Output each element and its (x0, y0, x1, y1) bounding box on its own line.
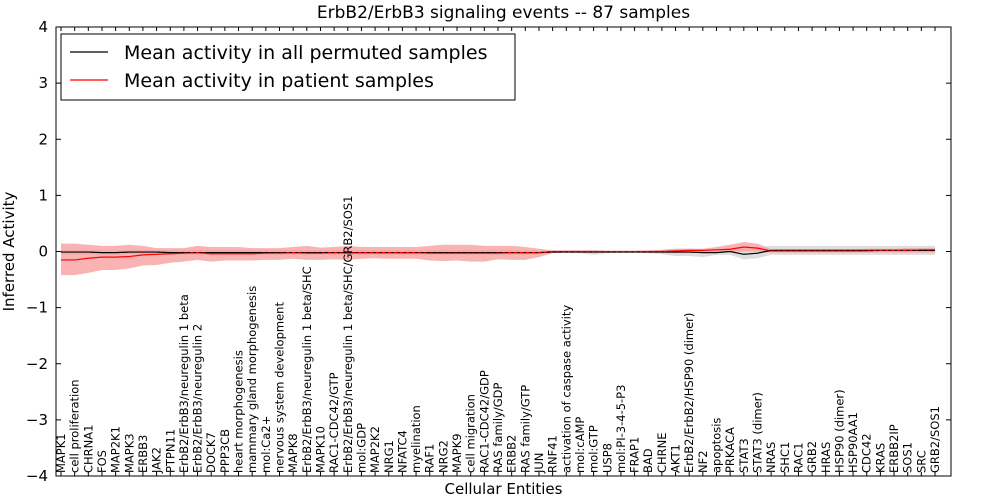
x-tick-label: CHRNE (655, 432, 669, 473)
x-tick-label: NRG2 (436, 440, 450, 473)
y-tick-label: 1 (38, 186, 48, 204)
x-tick-label: GRB2/SOS1 (928, 406, 942, 473)
x-tick-label: NF2 (696, 450, 710, 473)
x-tick-label: SRC (914, 450, 928, 473)
x-tick-label: NRG1 (382, 440, 396, 473)
x-tick-label: ErbB2/ErbB3/neuregulin 2 (191, 324, 205, 473)
x-tick-label: DOCK7 (204, 432, 218, 473)
x-tick-label: FRAP1 (628, 437, 642, 473)
x-tick-label: ErbB2/ErbB3/neuregulin 1 beta/SHC (300, 266, 314, 473)
x-tick-label: ErbB2/ErbB3/neuregulin 1 beta (177, 294, 191, 473)
x-tick-label: RAS family/GDP (491, 383, 505, 473)
x-tick-label: GRB2 (805, 441, 819, 473)
x-axis: MAPK1 cell proliferation CHRNA1 FOS MAP2K1 MA… (54, 27, 942, 476)
x-tick-label: MAPK10 (313, 426, 327, 473)
x-tick-label: MAPK8 (286, 433, 300, 473)
y-tick-label: −4 (26, 467, 48, 485)
x-tick-label: FOS (95, 450, 109, 473)
x-tick-label: ErbB2/ErbB2/HSP90 (dimer) (682, 313, 696, 473)
band-layer (61, 241, 935, 276)
y-tick-label: −1 (26, 299, 48, 317)
x-tick-label: mol:cAMP (573, 417, 587, 473)
x-tick-label: BAD (641, 448, 655, 473)
x-tick-label: KRAS (873, 443, 887, 473)
x-tick-label: PPP3CB (218, 429, 232, 473)
x-tick-label: ERBB3 (136, 435, 150, 473)
x-tick-label: JAK2 (150, 447, 164, 474)
legend: Mean activity in all permuted samples Me… (60, 33, 516, 101)
x-tick-label: mol:PI-3-4-5-P3 (614, 385, 628, 473)
x-tick-label: NRAS (764, 442, 778, 473)
x-tick-label: MAPK3 (122, 433, 136, 473)
legend-label-permuted: Mean activity in all permuted samples (124, 42, 487, 64)
x-tick-label: nervous system development (273, 302, 287, 473)
x-tick-label: USP8 (600, 443, 614, 473)
y-axis-title: Inferred Activity (0, 191, 18, 311)
x-tick-label: ERBB2IP (887, 424, 901, 473)
series-line-patient (61, 246, 935, 261)
y-tick-label: −3 (26, 411, 48, 429)
y-tick-label: 3 (38, 74, 48, 92)
x-tick-label: JUN (532, 453, 546, 474)
y-tick-label: 4 (38, 18, 48, 36)
x-tick-label: ErbB2/ErbB3/neuregulin 1 beta/SHC/GRB2/S… (341, 196, 355, 473)
x-tick-label: mammary gland morphogenesis (245, 286, 259, 473)
x-tick-label: SOS1 (901, 442, 915, 473)
x-tick-label: RAC1-CDC42/GTP (327, 372, 341, 473)
x-tick-label: RAC1-CDC42/GDP (477, 370, 491, 473)
x-tick-label: mol:GDP (354, 423, 368, 473)
x-tick-label: MAP2K1 (109, 426, 123, 473)
x-tick-label: HSP90 (dimer) (832, 389, 846, 473)
x-tick-label: cell migration (464, 394, 478, 473)
x-tick-label: RNF41 (546, 435, 560, 473)
x-tick-label: MAP2K2 (368, 426, 382, 473)
y-tick-label: −2 (26, 355, 48, 373)
x-tick-label: STAT3 (dimer) (750, 392, 764, 473)
x-tick-label: RAS family/GTP (518, 385, 532, 473)
x-tick-label: apoptosis (710, 418, 724, 473)
chart-title: ErbB2/ErbB3 signaling events -- 87 sampl… (317, 3, 690, 23)
line-layer (61, 246, 935, 261)
x-tick-label: NFATC4 (395, 430, 409, 473)
x-tick-label: PRKACA (723, 427, 737, 473)
x-tick-label: CDC42 (860, 433, 874, 473)
x-tick-label: HSP90AA1 (846, 412, 860, 473)
x-tick-label: MAPK9 (450, 433, 464, 473)
y-tick-label: 2 (38, 130, 48, 148)
legend-label-patient: Mean activity in patient samples (124, 70, 434, 92)
x-tick-label: mol:Ca2+ (259, 416, 273, 473)
x-tick-label: STAT3 (737, 438, 751, 473)
x-tick-label: myelination (409, 405, 423, 473)
x-tick-label: mol:GTP (587, 425, 601, 473)
x-axis-title: Cellular Entities (445, 480, 563, 498)
legend-box (60, 33, 516, 101)
y-axis: −4 −3 −2 −1 0 1 2 3 4 (26, 18, 951, 485)
x-tick-label: activation of caspase activity (559, 305, 573, 473)
x-tick-label: RAF1 (423, 444, 437, 473)
series-line-permuted-dashed (61, 249, 935, 255)
x-tick-label: CHRNA1 (81, 425, 95, 473)
x-tick-label: heart morphogenesis (232, 350, 246, 473)
x-tick-label: cell proliferation (68, 379, 82, 473)
y-tick-label: 0 (38, 243, 48, 261)
x-tick-label: AKT1 (669, 444, 683, 473)
x-tick-label: HRAS (819, 442, 833, 473)
x-tick-label: RAC1 (791, 442, 805, 473)
x-tick-label: SHC1 (778, 442, 792, 473)
x-tick-label: PTPN11 (163, 429, 177, 473)
x-tick-label: MAPK1 (54, 433, 68, 473)
x-tick-label: ERBB2 (505, 435, 519, 473)
